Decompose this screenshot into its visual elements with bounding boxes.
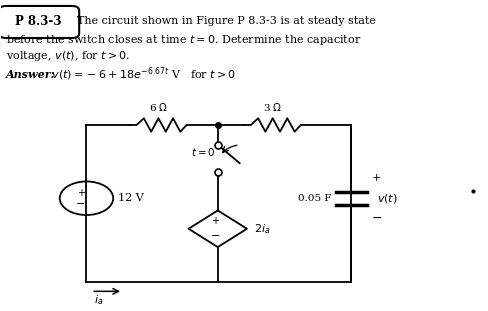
Text: +: + (371, 174, 381, 183)
Text: voltage, $v(t)$, for $t > 0$.: voltage, $v(t)$, for $t > 0$. (6, 49, 130, 63)
Text: $i_a$: $i_a$ (94, 293, 103, 307)
Text: +: + (211, 216, 219, 226)
Text: 0.05 F: 0.05 F (297, 194, 330, 203)
Text: $v(t) = -6 + 18e^{-6.67t}$ V   for $t > 0$: $v(t) = -6 + 18e^{-6.67t}$ V for $t > 0$ (47, 65, 235, 83)
Text: −: − (371, 211, 381, 225)
Text: 12 V: 12 V (118, 193, 143, 203)
Text: 6 $\Omega$: 6 $\Omega$ (148, 101, 168, 114)
Text: 3 $\Omega$: 3 $\Omega$ (263, 101, 282, 114)
Text: $t = 0$: $t = 0$ (190, 146, 215, 159)
Text: $2i_a$: $2i_a$ (254, 222, 270, 236)
Text: P 8.3-3: P 8.3-3 (15, 15, 61, 28)
FancyBboxPatch shape (0, 6, 79, 38)
Text: −: − (210, 231, 220, 241)
Text: The circuit shown in Figure P 8.3-3 is at steady state: The circuit shown in Figure P 8.3-3 is a… (77, 16, 375, 26)
Text: before the switch closes at time $t = 0$. Determine the capacitor: before the switch closes at time $t = 0$… (6, 33, 361, 47)
Text: $v(t)$: $v(t)$ (376, 192, 397, 205)
Text: Answer:: Answer: (6, 68, 56, 80)
Text: +: + (77, 188, 84, 198)
Text: −: − (76, 199, 85, 209)
